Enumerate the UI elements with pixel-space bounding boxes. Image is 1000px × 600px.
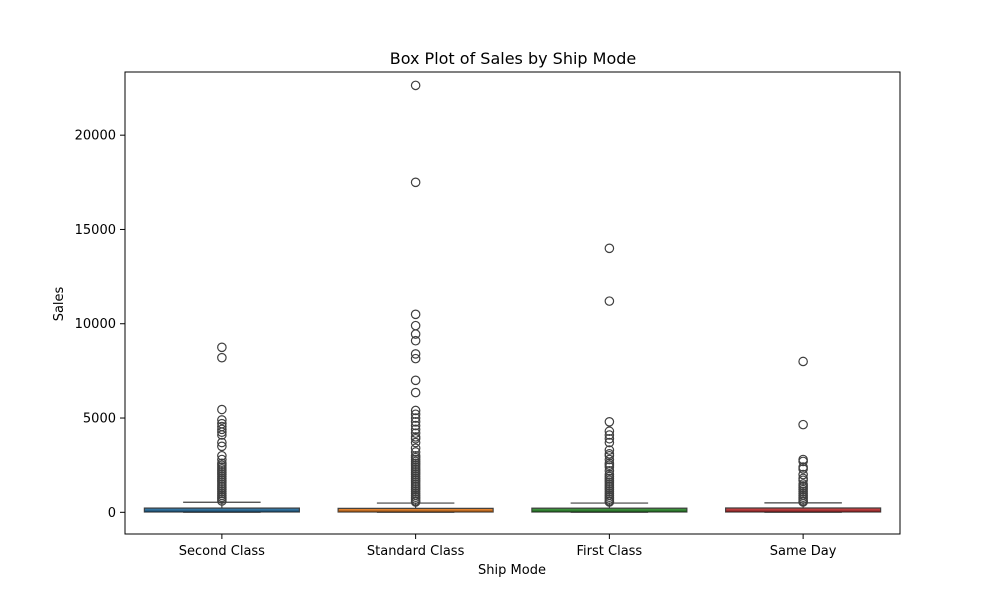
- y-tick-label: 20000: [75, 129, 116, 144]
- outlier-point: [604, 445, 615, 455]
- plot-frame: [124, 71, 901, 535]
- outlier-point: [410, 420, 421, 431]
- outlier-point: [410, 437, 421, 448]
- outlier-point: [217, 441, 227, 452]
- outlier-point: [217, 342, 227, 353]
- outlier-point: [410, 413, 421, 423]
- outlier-point: [217, 450, 227, 461]
- outlier-point: [410, 405, 421, 416]
- outlier-point: [410, 409, 421, 420]
- outlier-point: [217, 415, 227, 425]
- x-axis-label: Ship Mode: [478, 563, 546, 578]
- outlier-point: [410, 387, 421, 398]
- outlier-point: [604, 497, 615, 507]
- outlier-point: [410, 416, 421, 427]
- outlier-point: [798, 464, 808, 474]
- box-series: [143, 80, 882, 513]
- outlier-point: [604, 296, 615, 306]
- x-tick-label: Same Day: [770, 544, 837, 559]
- outlier-point: [798, 419, 808, 430]
- outlier-point: [410, 428, 421, 438]
- box-group: [337, 80, 494, 513]
- outlier-point: [217, 427, 227, 437]
- chart-title: Box Plot of Sales by Ship Mode: [390, 49, 637, 68]
- outlier-point: [604, 430, 615, 440]
- outlier-point: [410, 349, 421, 359]
- outlier-point: [410, 309, 421, 320]
- outlier-point: [410, 424, 421, 435]
- box-group: [143, 342, 300, 513]
- outlier-point: [604, 416, 615, 427]
- outlier-point: [604, 433, 615, 444]
- outlier-point: [604, 466, 615, 476]
- outlier-point: [217, 424, 227, 435]
- outlier-point: [410, 497, 421, 507]
- x-tick-label: Standard Class: [367, 544, 465, 559]
- outlier-point: [798, 456, 808, 467]
- y-tick-label: 0: [108, 506, 116, 521]
- outlier-point: [410, 335, 421, 346]
- outlier-point: [217, 352, 227, 363]
- outlier-point: [798, 469, 808, 480]
- outlier-point: [217, 404, 227, 415]
- outlier-point: [798, 497, 808, 507]
- outlier-point: [604, 437, 615, 448]
- y-tick-label: 5000: [83, 412, 116, 427]
- outlier-point: [217, 430, 227, 440]
- outlier-point: [410, 80, 421, 91]
- outlier-point: [410, 329, 421, 339]
- x-axis-ticks: Second Class Standard Class First Class Sam…: [179, 534, 837, 559]
- outlier-point: [604, 450, 615, 461]
- outlier-point: [217, 496, 227, 506]
- outlier-point: [410, 447, 421, 457]
- outlier-point: [410, 375, 421, 386]
- y-tick-label: 10000: [75, 317, 116, 332]
- box-group: [531, 243, 688, 513]
- x-tick-label: First Class: [577, 544, 643, 559]
- outlier-point: [410, 443, 421, 453]
- outlier-point: [604, 454, 615, 465]
- y-axis-label: Sales: [52, 286, 67, 321]
- outlier-point: [798, 356, 808, 367]
- outlier-point: [798, 475, 808, 486]
- outlier-point: [410, 177, 421, 188]
- x-tick-label: Second Class: [179, 544, 265, 559]
- outlier-point: [410, 433, 421, 444]
- outlier-point: [604, 426, 615, 437]
- y-tick-label: 15000: [75, 223, 116, 238]
- outlier-point: [217, 437, 227, 448]
- outlier-point: [604, 462, 615, 472]
- y-axis-ticks: 0 5000 10000 15000 20000: [75, 129, 125, 521]
- outlier-point: [217, 454, 227, 465]
- outlier-point: [410, 353, 421, 364]
- outlier-point: [604, 243, 615, 254]
- box-group: [725, 356, 882, 513]
